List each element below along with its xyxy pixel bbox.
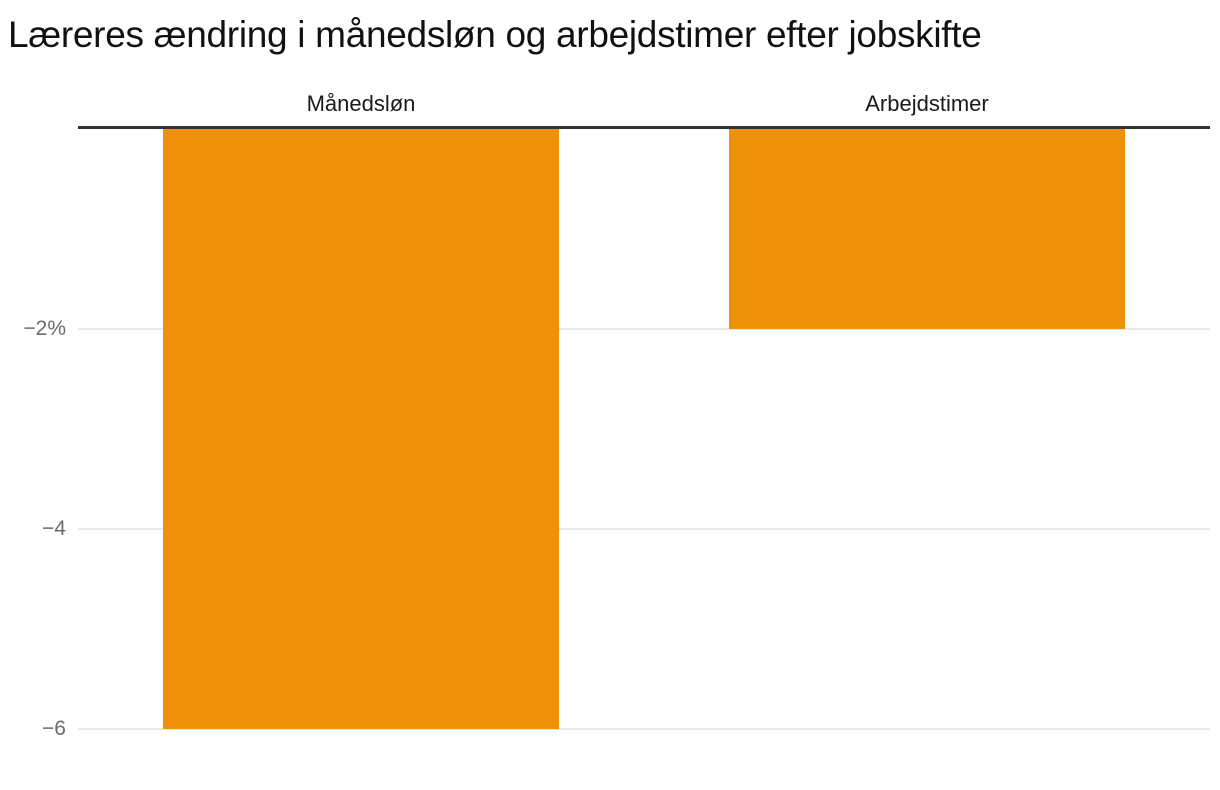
- y-tick-label: −4: [42, 517, 66, 540]
- chart-title: Læreres ændring i månedsløn og arbejdsti…: [8, 14, 982, 55]
- gridline: [78, 528, 1210, 530]
- y-tick-label: −2%: [23, 317, 66, 340]
- bar-arbejdstimer: [728, 129, 1126, 329]
- y-tick-label: −6: [42, 717, 66, 740]
- zero-axis-line: [78, 126, 1210, 129]
- category-label: Månedsløn: [306, 91, 416, 116]
- category-label: Arbejdstimer: [865, 91, 989, 116]
- bar-månedsløn: [162, 129, 560, 729]
- gridline: [78, 328, 1210, 330]
- gridline: [78, 728, 1210, 730]
